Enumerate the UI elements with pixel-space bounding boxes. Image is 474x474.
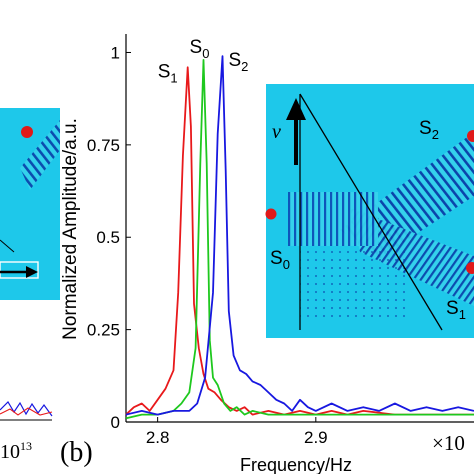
x-axis-label: Frequency/Hz <box>240 455 352 474</box>
inset-label-s0: S0 <box>270 248 290 272</box>
y-tick-label: 0.5 <box>96 228 120 247</box>
peak-label-s1: S1 <box>158 61 178 85</box>
left-fragment-red-trace <box>0 407 53 416</box>
x-tick-label: 2.8 <box>146 428 170 447</box>
peak-labels: S1 S0 S2 <box>158 37 249 85</box>
left-inset-box <box>0 261 39 279</box>
peak-label-s0: S0 <box>190 37 210 61</box>
panel-label: (b) <box>60 437 93 468</box>
series-line-s0 <box>125 59 474 420</box>
velocity-arrow-head <box>286 98 306 120</box>
plot-series <box>125 55 474 420</box>
simulation-inset: v S2 S0 S1 <box>265 84 474 338</box>
y-axis-label: Normalized Amplitude/a.u. <box>60 118 81 340</box>
left-inset-wave-pattern <box>20 120 60 190</box>
x-axis-multiplier: ×10 <box>432 431 465 455</box>
left-fragment-blue-trace <box>0 401 53 417</box>
left-inset-source-dot <box>21 126 33 138</box>
inset-diagonal-line <box>299 93 443 331</box>
y-tick-label: 0.25 <box>87 321 120 340</box>
series-line-s2 <box>125 55 474 416</box>
inset-fringe-lower <box>350 208 474 306</box>
y-tick-label: 1 <box>111 43 120 62</box>
left-fragment-multiplier: 1013 <box>0 439 32 463</box>
plot-axes: 0 0.25 0.5 0.75 1 2.8 2.9 <box>87 34 474 447</box>
inset-label-s2: S2 <box>419 118 439 142</box>
s0-source-dot <box>265 208 277 220</box>
inset-source-bands <box>288 192 378 246</box>
s2-source-dot <box>467 130 474 142</box>
peak-label-s2: S2 <box>228 50 248 74</box>
x-tick-label: 2.9 <box>304 428 328 447</box>
inset-label-s1: S1 <box>446 298 466 322</box>
series-line-s1 <box>125 66 474 416</box>
y-tick-label: 0 <box>111 413 120 432</box>
s1-source-dot <box>466 262 474 274</box>
left-inset-line <box>0 239 15 253</box>
velocity-label: v <box>272 121 281 143</box>
y-tick-label: 0.75 <box>87 136 120 155</box>
left-inset-arrow-head <box>26 266 38 278</box>
inset-scatter-dots <box>300 250 410 320</box>
left-panel-fragment: 1013 <box>0 108 60 463</box>
